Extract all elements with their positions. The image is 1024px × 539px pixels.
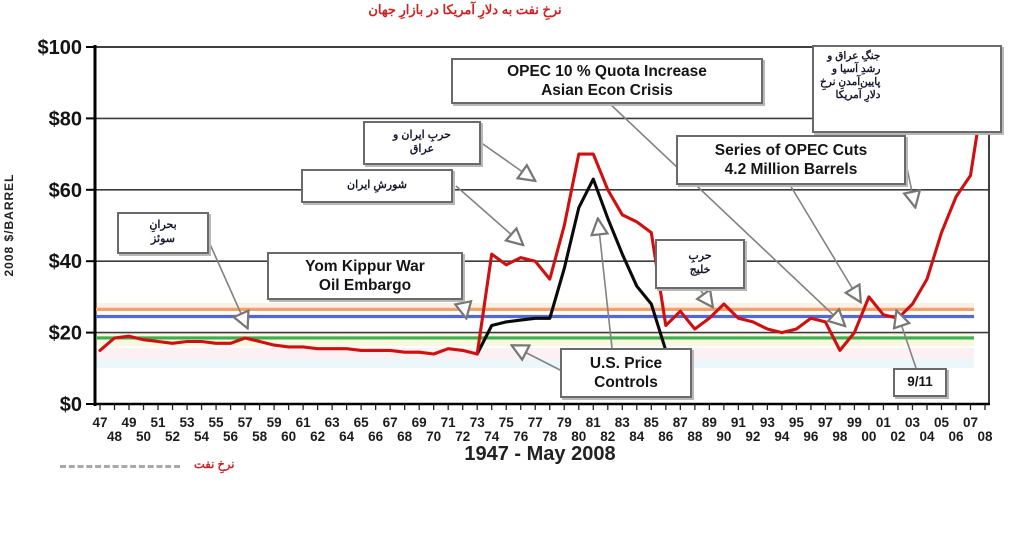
x-tick-label: 06 — [948, 429, 964, 444]
x-tick-label: 91 — [731, 415, 747, 430]
x-tick-label: 73 — [470, 415, 486, 430]
chart-title: نرخِ نفت به دلارِ آمریکا در بازارِ جهان — [368, 2, 562, 17]
annotation-series-opec-cuts: Series of OPEC Cuts 4.2 Million Barrels — [676, 135, 906, 185]
leader-arrow — [598, 220, 613, 349]
x-tick-label: 07 — [963, 415, 978, 430]
leader-arrow — [897, 312, 917, 369]
x-tick-label: 79 — [557, 415, 572, 430]
annotation-gulf-war: حربِ خلیج — [655, 239, 745, 289]
leader-arrow — [204, 232, 247, 327]
x-tick-label: 68 — [397, 429, 413, 444]
annotation-suez-crisis: بحرانِ سوئز — [117, 212, 209, 254]
leader-arrow — [607, 101, 844, 325]
x-tick-label: 53 — [180, 415, 196, 430]
x-tick-label: 92 — [745, 429, 760, 444]
x-tick-label: 89 — [702, 415, 717, 430]
x-tick-label: 86 — [658, 429, 674, 444]
x-tick-label: 02 — [890, 429, 905, 444]
leader-arrow — [455, 185, 522, 244]
y-axis-label: 2008 $/BARREL — [2, 173, 16, 277]
x-tick-label: 51 — [151, 415, 167, 430]
x-tick-label: 81 — [586, 415, 602, 430]
x-tick-label: 61 — [296, 415, 312, 430]
x-tick-label: 58 — [252, 429, 268, 444]
x-tick-label: 54 — [194, 429, 210, 444]
x-tick-label: 60 — [281, 429, 296, 444]
x-tick-label: 67 — [383, 415, 398, 430]
x-axis-title: 1947 - May 2008 — [464, 443, 616, 465]
y-tick-label: $40 — [49, 251, 82, 273]
legend: نرخِ نفت — [60, 456, 320, 476]
y-tick-label: $60 — [49, 180, 82, 202]
x-tick-label: 50 — [136, 429, 151, 444]
y-tick-label: $80 — [49, 108, 82, 130]
x-tick-label: 98 — [832, 429, 848, 444]
x-tick-label: 48 — [107, 429, 123, 444]
annotation-growth-weaker-dollar: جنگِ عراق و رشدِ آسیا و پایین‌آمدنِ نرخِ… — [812, 45, 1002, 133]
annotation-us-price-controls: U.S. Price Controls — [560, 348, 692, 398]
y-tick-label: $20 — [49, 323, 82, 345]
x-tick-label: 47 — [92, 415, 107, 430]
x-tick-label: 64 — [339, 429, 355, 444]
x-tick-label: 69 — [412, 415, 427, 430]
x-tick-label: 71 — [441, 415, 457, 430]
x-tick-label: 08 — [977, 429, 993, 444]
leader-arrow — [789, 184, 860, 301]
x-tick-label: 63 — [325, 415, 341, 430]
legend-dashed-line-icon — [60, 465, 180, 468]
x-tick-label: 99 — [847, 415, 862, 430]
y-tick-label: $0 — [60, 394, 82, 416]
x-tick-label: 85 — [644, 415, 660, 430]
x-tick-label: 75 — [499, 415, 515, 430]
x-tick-label: 90 — [716, 429, 731, 444]
annotation-iran-iraq-war: حربِ ایران و عراق — [363, 121, 481, 165]
x-tick-label: 05 — [934, 415, 950, 430]
x-tick-label: 74 — [484, 429, 500, 444]
x-tick-label: 93 — [760, 415, 776, 430]
leader-arrow — [699, 287, 712, 306]
x-tick-label: 01 — [876, 415, 892, 430]
x-tick-label: 88 — [687, 429, 703, 444]
x-tick-label: 82 — [600, 429, 615, 444]
oil-price-2008-dollars-line — [98, 81, 987, 356]
annotation-yom-kippur-war: Yom Kippur War Oil Embargo — [267, 252, 463, 300]
x-tick-label: 77 — [528, 415, 543, 430]
x-tick-label: 52 — [165, 429, 180, 444]
x-tick-label: 00 — [861, 429, 876, 444]
x-tick-label: 97 — [818, 415, 833, 430]
leader-arrow — [479, 141, 534, 180]
annotation-iranian-revolution: شورشِ ایران — [301, 169, 453, 203]
x-tick-label: 03 — [905, 415, 921, 430]
y-tick-label: $100 — [38, 37, 83, 59]
x-tick-label: 80 — [571, 429, 586, 444]
x-tick-label: 59 — [267, 415, 282, 430]
annotation-opec-quota-increase: OPEC 10 % Quota Increase Asian Econ Cris… — [451, 58, 763, 104]
legend-label: نرخِ نفت — [194, 459, 235, 471]
nominal-oil-price-line — [475, 177, 668, 356]
x-tick-label: 96 — [803, 429, 819, 444]
x-tick-label: 87 — [673, 415, 688, 430]
x-tick-label: 72 — [455, 429, 470, 444]
x-tick-label: 76 — [513, 429, 529, 444]
x-tick-label: 66 — [368, 429, 384, 444]
x-tick-label: 95 — [789, 415, 805, 430]
x-tick-label: 57 — [238, 415, 253, 430]
x-tick-label: 56 — [223, 429, 239, 444]
x-tick-label: 70 — [426, 429, 441, 444]
x-tick-label: 94 — [774, 429, 790, 444]
x-tick-label: 49 — [122, 415, 137, 430]
x-tick-label: 55 — [209, 415, 225, 430]
x-tick-label: 04 — [919, 429, 935, 444]
x-tick-label: 83 — [615, 415, 631, 430]
leader-arrow — [513, 346, 563, 372]
x-tick-label: 84 — [629, 429, 645, 444]
x-tick-label: 65 — [354, 415, 370, 430]
x-tick-label: 62 — [310, 429, 325, 444]
annotation-9-11: 9/11 — [893, 368, 947, 397]
x-tick-label: 78 — [542, 429, 558, 444]
